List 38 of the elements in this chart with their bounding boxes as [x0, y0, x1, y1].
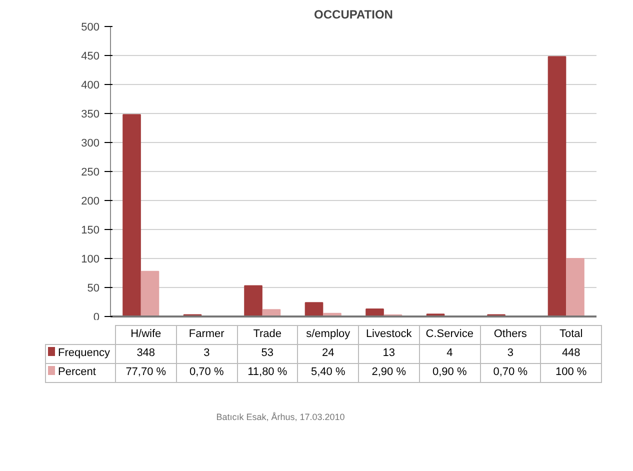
- data-label: 3: [176, 344, 237, 364]
- data-label: 13: [358, 344, 420, 364]
- data-label: 0,70 %: [480, 364, 541, 382]
- x-tick-label: Farmer: [176, 326, 237, 344]
- data-label: 3: [480, 344, 541, 364]
- data-label: 5,40 %: [298, 364, 358, 382]
- y-tick-label: 350: [81, 108, 100, 120]
- x-tick-label: Livestock: [358, 326, 420, 344]
- y-tick-label: 500: [81, 22, 100, 34]
- y-tick-label: 250: [81, 166, 100, 178]
- x-tick-label: C.Service: [419, 326, 480, 344]
- legend-label: Percent: [46, 364, 116, 382]
- x-tick-label: Trade: [237, 326, 298, 344]
- legend-label: Frequency: [46, 344, 116, 364]
- data-label: 0,70 %: [176, 364, 237, 382]
- x-tick-label: s/employ: [298, 326, 358, 344]
- data-label: 348: [116, 344, 176, 364]
- x-tick-label: Others: [480, 326, 541, 344]
- text: Batıcık Esak, Århus, 17.03.2010: [216, 411, 345, 424]
- data-label: 24: [298, 344, 358, 364]
- y-tick-label: 50: [87, 282, 100, 294]
- data-label: 77,70 %: [116, 364, 176, 382]
- y-tick-label: 450: [81, 50, 100, 62]
- y-tick-label: 300: [81, 138, 100, 150]
- data-label: 4: [419, 344, 480, 364]
- y-tick-label: 400: [81, 80, 100, 92]
- data-label: 448: [540, 344, 602, 364]
- data-label: 53: [237, 344, 298, 364]
- y-tick-label: 100: [81, 254, 100, 266]
- x-tick-label: H/wife: [116, 326, 176, 344]
- x-tick-label: Total: [540, 326, 602, 344]
- y-tick-label: 150: [81, 224, 100, 236]
- data-label: 2,90 %: [358, 364, 420, 382]
- data-label: 100 %: [540, 364, 602, 382]
- data-label: 11,80 %: [237, 364, 298, 382]
- y-tick-label: 200: [81, 196, 100, 208]
- chart-title: OCCUPATION: [314, 8, 393, 22]
- data-label: 0,90 %: [419, 364, 480, 382]
